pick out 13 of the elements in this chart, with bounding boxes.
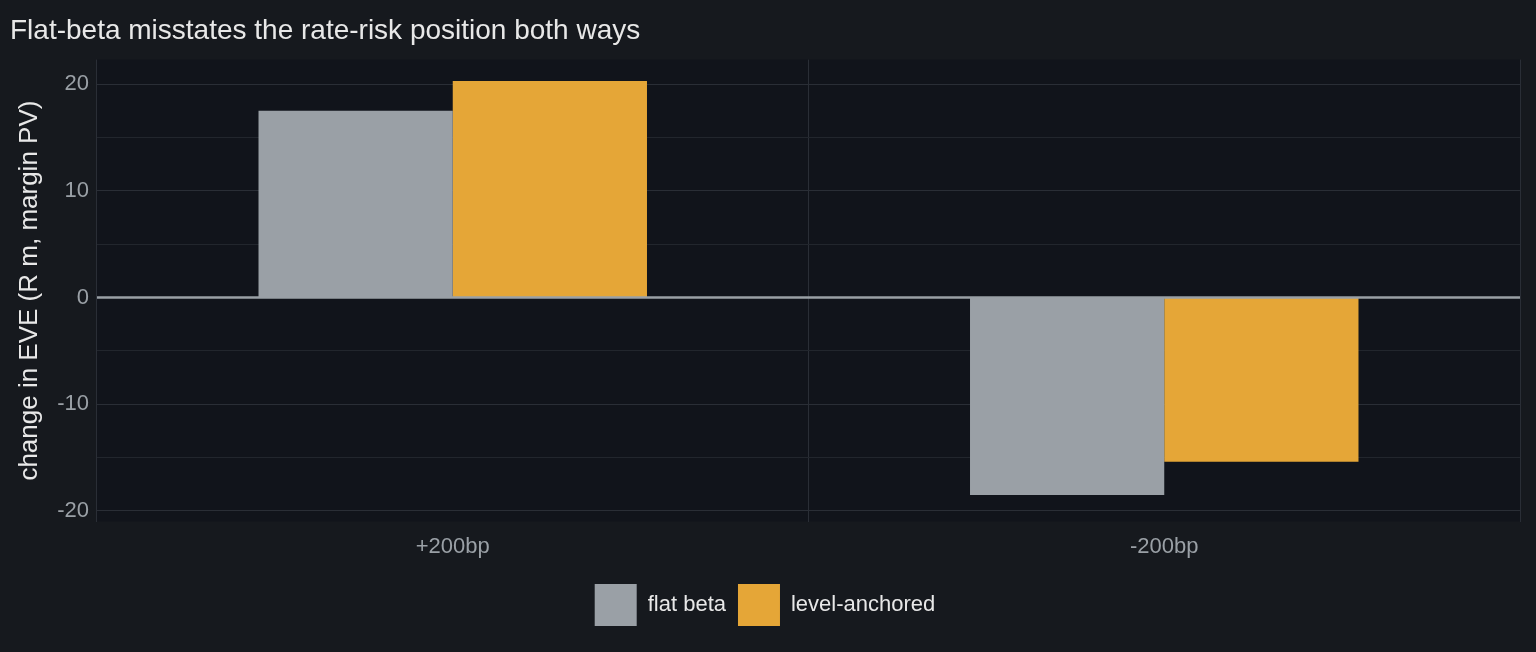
bar <box>1164 298 1359 462</box>
legend-label: flat beta <box>647 591 727 617</box>
y-tick-label: 10 <box>64 176 89 202</box>
y-tick-label: 20 <box>64 70 89 96</box>
y-tick-label: -20 <box>57 496 89 522</box>
x-tick-label: +200bp <box>415 532 490 558</box>
y-tick-label: -10 <box>57 390 89 416</box>
y-tick-label: 0 <box>76 283 89 309</box>
bar <box>452 80 647 298</box>
legend-label: level-anchored <box>790 591 936 617</box>
chart-title: Flat-beta misstates the rate-risk position both ways <box>10 13 641 45</box>
x-tick-label: -200bp <box>1129 532 1199 558</box>
y-axis-title: change in EVE (R m, margin PV) <box>12 100 43 481</box>
